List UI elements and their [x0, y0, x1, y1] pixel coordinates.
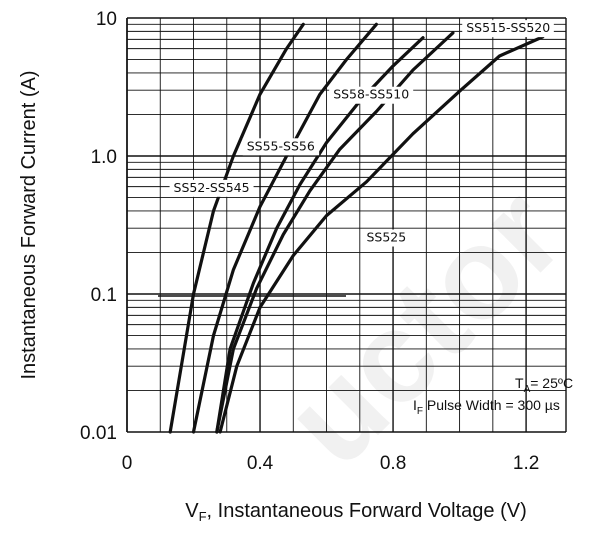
x-tick-label-0: 0 — [122, 453, 133, 474]
y-tick-labels: 0.01 0.1 1.0 10 — [80, 9, 117, 444]
series-label-bg-1 — [242, 138, 320, 156]
y-tick-label-1: 0.1 — [91, 285, 117, 306]
pulse-width-note: IF Pulse Width = 300 µs — [413, 397, 560, 417]
series-group — [168, 22, 545, 434]
series-line-1 — [191, 22, 378, 434]
series-label-1: SS55-SS56 — [247, 138, 315, 153]
series-label-4: SS525 — [366, 230, 406, 245]
series-line-3 — [215, 31, 455, 434]
series-label-bg-2 — [329, 86, 414, 104]
ambient-temperature-note: TA= 25ºC — [515, 375, 573, 395]
watermark: uctor — [257, 160, 590, 493]
series-label-2: SS58-SS510 — [333, 87, 409, 102]
x-tick-label-1: 0.4 — [247, 453, 274, 474]
series-line-2 — [215, 36, 425, 434]
x-tick-label-3: 1.2 — [513, 453, 539, 474]
pulse-width-main: I — [413, 397, 417, 413]
ambient-temperature-sub: A — [524, 384, 531, 395]
grid — [126, 17, 567, 433]
series-label-bg-0 — [169, 179, 254, 197]
series-labels: SS52-SS545 SS55-SS56 SS58-SS510 SS515-SS520… — [169, 20, 554, 247]
series-label-3: SS515-SS520 — [466, 20, 550, 35]
x-axis-title: VF, Instantaneous Forward Voltage (V) — [185, 500, 526, 524]
y-tick-label-0: 0.01 — [80, 423, 117, 444]
series-label-bg-4 — [362, 229, 409, 247]
x-axis-title-rest: , Instantaneous Forward Voltage (V) — [207, 500, 527, 522]
ambient-temperature-rest: = 25ºC — [530, 375, 573, 391]
series-label-bg-3 — [462, 20, 554, 38]
pulse-width-sub: F — [417, 406, 423, 417]
series-label-0: SS52-SS545 — [174, 180, 250, 195]
y-tick-label-3: 10 — [96, 9, 117, 30]
y-axis-title: Instantaneous Forward Current (A) — [18, 70, 40, 379]
x-axis-title-main: V — [185, 500, 199, 522]
ambient-temperature-main: T — [515, 375, 524, 391]
series-line-4 — [218, 35, 545, 434]
x-axis-title-sub: F — [199, 509, 207, 524]
x-tick-label-2: 0.8 — [380, 453, 406, 474]
x-tick-labels: 0 0.4 0.8 1.2 — [122, 453, 540, 474]
y-tick-label-2: 1.0 — [91, 147, 117, 168]
series-line-0 — [168, 22, 305, 434]
pulse-width-rest: Pulse Width = 300 µs — [423, 397, 560, 413]
